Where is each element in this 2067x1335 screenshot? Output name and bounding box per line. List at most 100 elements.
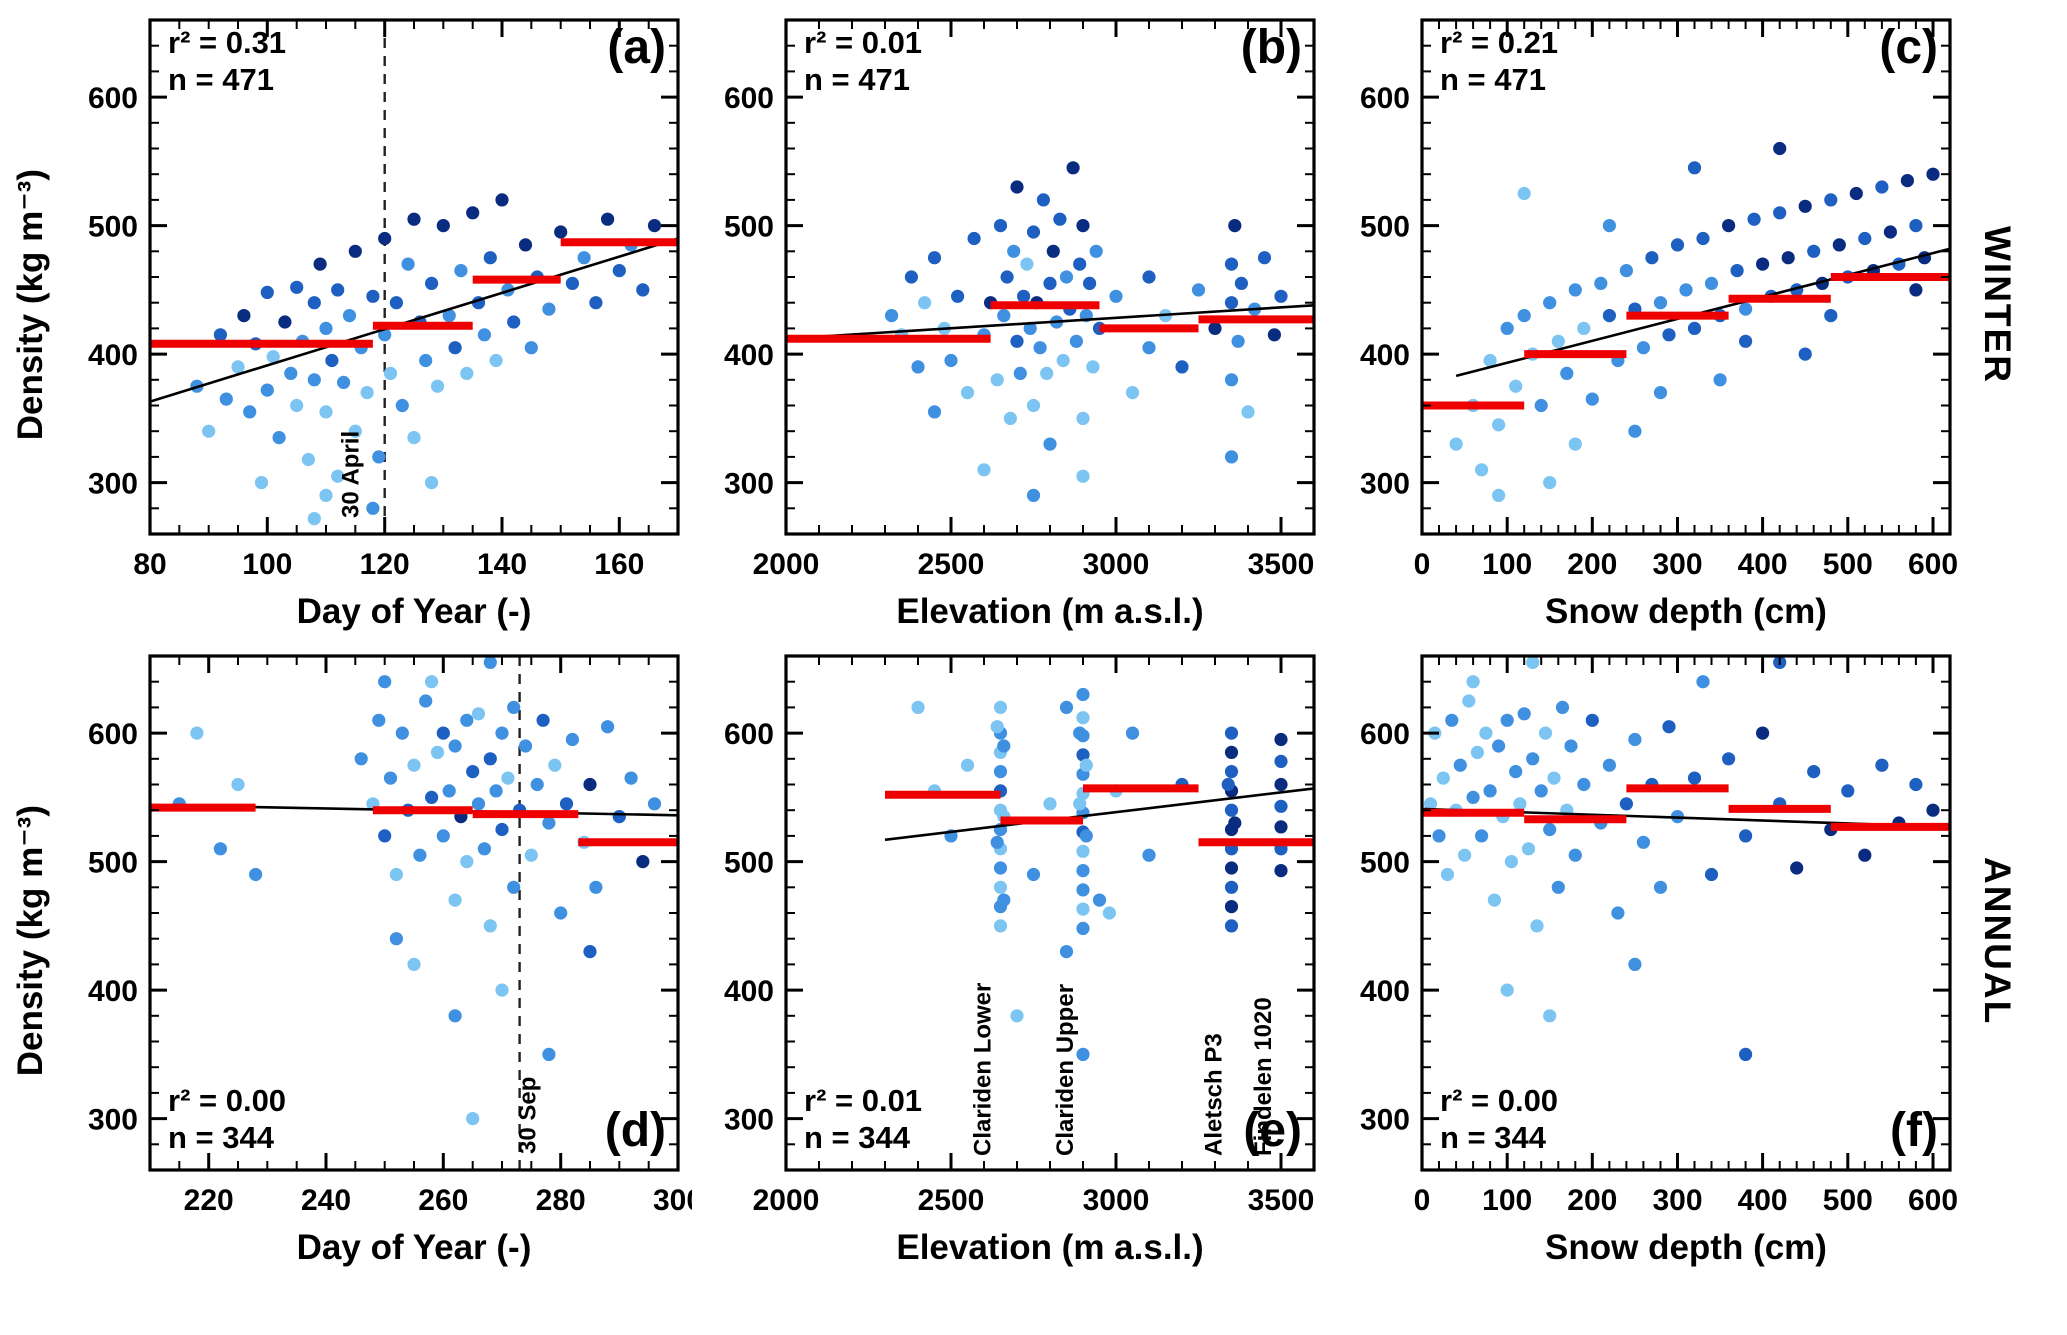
svg-text:2500: 2500 bbox=[918, 548, 985, 581]
r2-value: r² = 0.01 bbox=[804, 25, 923, 60]
figure: Density (kg m⁻³) 80 100 120 140 160 300 400 500… bbox=[6, 10, 2051, 1268]
svg-text:3000: 3000 bbox=[1083, 548, 1150, 581]
svg-text:300: 300 bbox=[724, 1104, 774, 1137]
svg-text:30 April: 30 April bbox=[338, 431, 365, 518]
svg-text:300: 300 bbox=[653, 1184, 692, 1217]
svg-text:0: 0 bbox=[1414, 548, 1431, 581]
svg-text:400: 400 bbox=[1738, 548, 1788, 581]
panel-c: 0 100 200 300 400 500 600 300 400 500 600 r² = 0.2… bbox=[1334, 10, 1964, 632]
n-value: n = 344 bbox=[1440, 1119, 1546, 1155]
row-title-winter: WINTER bbox=[1977, 226, 2018, 384]
row-title-strip: ANNUAL bbox=[1970, 646, 2024, 1236]
annual-row: Density (kg m⁻³) 220 240 260 280 300 300 400 50… bbox=[6, 646, 2051, 1268]
svg-text:30 Sep: 30 Sep bbox=[515, 1077, 542, 1154]
r2-value: r² = 0.31 bbox=[168, 25, 287, 60]
svg-text:3500: 3500 bbox=[1248, 548, 1315, 581]
svg-text:Clariden Lower: Clariden Lower bbox=[970, 983, 997, 1156]
svg-text:500: 500 bbox=[1823, 548, 1873, 581]
svg-text:500: 500 bbox=[88, 847, 138, 880]
svg-text:500: 500 bbox=[1360, 847, 1410, 880]
svg-text:Clariden Upper: Clariden Upper bbox=[1052, 984, 1079, 1156]
stats-annotation: r² = 0.31 n = 471 bbox=[168, 24, 286, 98]
svg-text:300: 300 bbox=[1652, 548, 1702, 581]
svg-text:280: 280 bbox=[536, 1184, 586, 1217]
svg-text:300: 300 bbox=[88, 1104, 138, 1137]
r2-value: r² = 0.21 bbox=[1440, 25, 1559, 60]
stats-annotation: r² = 0.00 n = 344 bbox=[168, 1082, 286, 1156]
y-axis-title: Density (kg m⁻³) bbox=[11, 169, 50, 441]
svg-text:300: 300 bbox=[88, 468, 138, 501]
n-value: n = 344 bbox=[168, 1119, 274, 1155]
panel-a: 80 100 120 140 160 300 400 500 600 30 April r² = … bbox=[62, 10, 692, 632]
svg-text:0: 0 bbox=[1414, 1184, 1431, 1217]
stats-annotation: r² = 0.21 n = 471 bbox=[1440, 24, 1558, 98]
svg-text:300: 300 bbox=[1360, 1104, 1410, 1137]
svg-text:400: 400 bbox=[88, 975, 138, 1008]
panel-letter: (e) bbox=[1243, 1104, 1302, 1157]
r2-value: r² = 0.00 bbox=[168, 1082, 287, 1118]
panel-e-plot: 2000 2500 3000 3500 300 400 500 600 Clariden Low… bbox=[724, 654, 1316, 1217]
svg-text:220: 220 bbox=[184, 1184, 234, 1217]
svg-text:200: 200 bbox=[1567, 1184, 1617, 1217]
x-axis-label: Snow depth (cm) bbox=[1545, 592, 1827, 631]
svg-text:600: 600 bbox=[88, 718, 138, 751]
panel-letter: (a) bbox=[607, 21, 666, 74]
svg-text:Findelen 1020: Findelen 1020 bbox=[1250, 997, 1277, 1156]
svg-text:240: 240 bbox=[301, 1184, 351, 1217]
x-axis-label: Day of Year (-) bbox=[296, 1228, 532, 1267]
svg-text:3500: 3500 bbox=[1248, 1184, 1315, 1217]
panel-d-plot: 220 240 260 280 300 300 400 500 600 30 Sep bbox=[88, 654, 692, 1217]
svg-text:2000: 2000 bbox=[753, 548, 820, 581]
svg-text:500: 500 bbox=[1360, 211, 1410, 244]
r2-value: r² = 0.01 bbox=[804, 1082, 923, 1118]
n-value: n = 471 bbox=[1440, 62, 1546, 98]
y-axis-title: Density (kg m⁻³) bbox=[11, 805, 50, 1077]
panel-b-plot: 2000 2500 3000 3500 300 400 500 600 bbox=[724, 18, 1316, 581]
panel-d: 220 240 260 280 300 300 400 500 600 30 Sep r² = 0… bbox=[62, 646, 692, 1268]
n-value: n = 471 bbox=[804, 62, 910, 98]
svg-text:600: 600 bbox=[1360, 82, 1410, 115]
r2-value: r² = 0.00 bbox=[1440, 1082, 1559, 1118]
y-axis-title-strip: Density (kg m⁻³) bbox=[6, 10, 56, 600]
panel-letter: (b) bbox=[1240, 21, 1302, 74]
panel-f-plot: 0 100 200 300 400 500 600 300 400 500 600 bbox=[1360, 654, 1958, 1217]
row-title-strip: WINTER bbox=[1970, 10, 2024, 600]
svg-text:300: 300 bbox=[1652, 1184, 1702, 1217]
n-value: n = 471 bbox=[168, 62, 274, 98]
svg-text:100: 100 bbox=[1482, 548, 1532, 581]
svg-text:100: 100 bbox=[242, 548, 292, 581]
svg-text:500: 500 bbox=[724, 211, 774, 244]
y-axis-title-strip: Density (kg m⁻³) bbox=[6, 646, 56, 1236]
svg-text:600: 600 bbox=[1908, 548, 1958, 581]
svg-text:500: 500 bbox=[88, 211, 138, 244]
panel-b: 2000 2500 3000 3500 300 400 500 600 r² = 0.01 n… bbox=[698, 10, 1328, 632]
svg-text:400: 400 bbox=[724, 339, 774, 372]
panel-letter: (c) bbox=[1879, 21, 1938, 74]
stats-annotation: r² = 0.01 n = 471 bbox=[804, 24, 922, 98]
stats-annotation: r² = 0.01 n = 344 bbox=[804, 1082, 922, 1156]
svg-text:400: 400 bbox=[1360, 339, 1410, 372]
x-axis-label: Snow depth (cm) bbox=[1545, 1228, 1827, 1267]
svg-text:300: 300 bbox=[724, 468, 774, 501]
svg-text:400: 400 bbox=[1738, 1184, 1788, 1217]
panel-f: 0 100 200 300 400 500 600 300 400 500 600 r² = 0.0… bbox=[1334, 646, 1964, 1268]
svg-text:500: 500 bbox=[1823, 1184, 1873, 1217]
svg-text:400: 400 bbox=[724, 975, 774, 1008]
winter-row: Density (kg m⁻³) 80 100 120 140 160 300 400 500… bbox=[6, 10, 2051, 632]
svg-text:400: 400 bbox=[88, 339, 138, 372]
svg-text:600: 600 bbox=[724, 82, 774, 115]
panel-a-plot: 80 100 120 140 160 300 400 500 600 30 April bbox=[88, 18, 680, 581]
svg-text:3000: 3000 bbox=[1083, 1184, 1150, 1217]
svg-text:2000: 2000 bbox=[753, 1184, 820, 1217]
svg-text:2500: 2500 bbox=[918, 1184, 985, 1217]
svg-text:600: 600 bbox=[1360, 718, 1410, 751]
panel-c-plot: 0 100 200 300 400 500 600 300 400 500 600 bbox=[1360, 18, 1958, 581]
svg-text:260: 260 bbox=[418, 1184, 468, 1217]
svg-text:600: 600 bbox=[1908, 1184, 1958, 1217]
row-title-annual: ANNUAL bbox=[1977, 856, 2018, 1026]
panel-letter: (f) bbox=[1890, 1104, 1938, 1157]
x-axis-label: Day of Year (-) bbox=[296, 592, 532, 631]
x-axis-label: Elevation (m a.s.l.) bbox=[896, 592, 1204, 631]
panel-letter: (d) bbox=[604, 1104, 666, 1157]
n-value: n = 344 bbox=[804, 1119, 910, 1155]
